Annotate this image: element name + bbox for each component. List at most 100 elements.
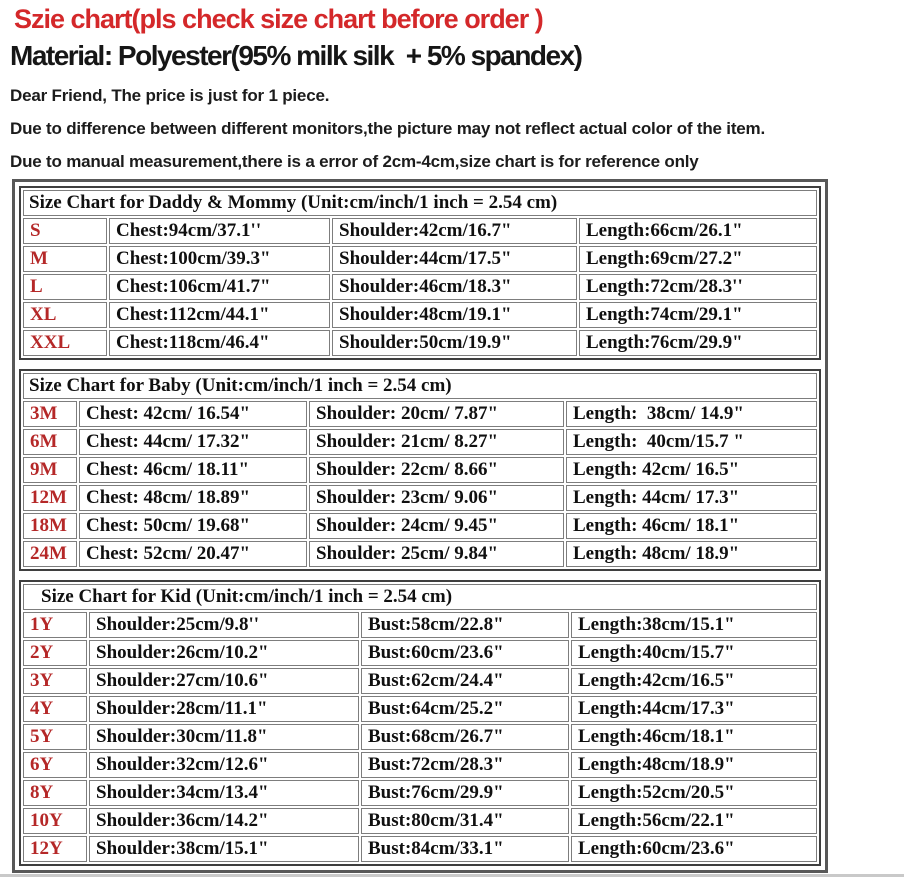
note-price: Dear Friend, The price is just for 1 pie…: [10, 86, 330, 105]
size-label: 6M: [23, 429, 77, 455]
table-row: XL Chest:112cm/44.1" Shoulder:48cm/19.1" Le…: [23, 302, 817, 328]
size-label: 9M: [23, 457, 77, 483]
measurement-cell: Bust:80cm/31.4": [361, 808, 569, 834]
measurement-cell: Bust:62cm/24.4": [361, 668, 569, 694]
measurement-cell: Chest:106cm/41.7": [109, 274, 330, 300]
measurement-cell: Chest: 48cm/ 18.89": [79, 485, 307, 511]
table-row: 6Y Shoulder:32cm/12.6" Bust:72cm/28.3" Leng…: [23, 752, 817, 778]
measurement-cell: Length:52cm/20.5": [571, 780, 817, 806]
size-label: 5Y: [23, 724, 87, 750]
measurement-cell: Shoulder:46cm/18.3": [332, 274, 577, 300]
measurement-cell: Shoulder: 22cm/ 8.66": [309, 457, 564, 483]
measurement-cell: Shoulder:26cm/10.2": [89, 640, 359, 666]
size-label: 4Y: [23, 696, 87, 722]
measurement-cell: Bust:76cm/29.9": [361, 780, 569, 806]
measurement-cell: Length: 46cm/ 18.1": [566, 513, 817, 539]
measurement-cell: Shoulder:48cm/19.1": [332, 302, 577, 328]
table-row: XXL Chest:118cm/46.4" Shoulder:50cm/19.9" L…: [23, 330, 817, 356]
measurement-cell: Shoulder:25cm/9.8'': [89, 612, 359, 638]
measurement-cell: Length:42cm/16.5": [571, 668, 817, 694]
size-table-kid: Size Chart for Kid (Unit:cm/inch/1 inch …: [19, 580, 821, 866]
measurement-cell: Shoulder:34cm/13.4": [89, 780, 359, 806]
size-label: 2Y: [23, 640, 87, 666]
measurement-cell: Chest: 50cm/ 19.68": [79, 513, 307, 539]
measurement-cell: Chest: 44cm/ 17.32": [79, 429, 307, 455]
size-label: 3Y: [23, 668, 87, 694]
size-label: 8Y: [23, 780, 87, 806]
size-label: 12Y: [23, 836, 87, 862]
measurement-cell: Bust:60cm/23.6": [361, 640, 569, 666]
table-row: 5Y Shoulder:30cm/11.8" Bust:68cm/26.7" Leng…: [23, 724, 817, 750]
table-row: 4Y Shoulder:28cm/11.1" Bust:64cm/25.2" Leng…: [23, 696, 817, 722]
measurement-cell: Shoulder:30cm/11.8": [89, 724, 359, 750]
measurement-cell: Shoulder:27cm/10.6": [89, 668, 359, 694]
size-label: XXL: [23, 330, 107, 356]
measurement-cell: Shoulder:42cm/16.7": [332, 218, 577, 244]
measurement-cell: Chest:94cm/37.1'': [109, 218, 330, 244]
size-label: S: [23, 218, 107, 244]
table-row: 10Y Shoulder:36cm/14.2" Bust:80cm/31.4" Len…: [23, 808, 817, 834]
measurement-cell: Length: 38cm/ 14.9": [566, 401, 817, 427]
size-table-baby: Size Chart for Baby (Unit:cm/inch/1 inch…: [19, 369, 821, 571]
measurement-cell: Length:74cm/29.1": [579, 302, 817, 328]
table-row: 3Y Shoulder:27cm/10.6" Bust:62cm/24.4" Leng…: [23, 668, 817, 694]
note-measurement: Due to manual measurement,there is a err…: [10, 152, 699, 171]
table-title: Size Chart for Daddy & Mommy (Unit:cm/in…: [23, 190, 817, 216]
measurement-cell: Shoulder: 24cm/ 9.45": [309, 513, 564, 539]
table-header-row: Size Chart for Baby (Unit:cm/inch/1 inch…: [23, 373, 817, 399]
measurement-cell: Bust:68cm/26.7": [361, 724, 569, 750]
measurement-cell: Length:44cm/17.3": [571, 696, 817, 722]
size-label: M: [23, 246, 107, 272]
size-label: 1Y: [23, 612, 87, 638]
table-row: 1Y Shoulder:25cm/9.8'' Bust:58cm/22.8" Leng…: [23, 612, 817, 638]
measurement-cell: Chest:118cm/46.4": [109, 330, 330, 356]
bottom-edge-strip: [0, 874, 904, 877]
measurement-cell: Length:48cm/18.9": [571, 752, 817, 778]
measurement-cell: Shoulder:28cm/11.1": [89, 696, 359, 722]
table-row: 12Y Shoulder:38cm/15.1" Bust:84cm/33.1" Len…: [23, 836, 817, 862]
table-row: 24M Chest: 52cm/ 20.47" Shoulder: 25cm/ 9.…: [23, 541, 817, 567]
measurement-cell: Shoulder:38cm/15.1": [89, 836, 359, 862]
measurement-cell: Shoulder:50cm/19.9": [332, 330, 577, 356]
table-row: 2Y Shoulder:26cm/10.2" Bust:60cm/23.6" Leng…: [23, 640, 817, 666]
measurement-cell: Chest: 52cm/ 20.47": [79, 541, 307, 567]
table-header-row: Size Chart for Kid (Unit:cm/inch/1 inch …: [23, 584, 817, 610]
size-label: 3M: [23, 401, 77, 427]
measurement-cell: Length:72cm/28.3'': [579, 274, 817, 300]
measurement-cell: Length: 42cm/ 16.5": [566, 457, 817, 483]
table-title: Size Chart for Kid (Unit:cm/inch/1 inch …: [23, 584, 817, 610]
table-row: 3M Chest: 42cm/ 16.54" Shoulder: 20cm/ 7.8…: [23, 401, 817, 427]
size-label: 10Y: [23, 808, 87, 834]
table-row: 9M Chest: 46cm/ 18.11" Shoulder: 22cm/ 8.6…: [23, 457, 817, 483]
measurement-cell: Chest: 42cm/ 16.54": [79, 401, 307, 427]
table-header-row: Size Chart for Daddy & Mommy (Unit:cm/in…: [23, 190, 817, 216]
measurement-cell: Length: 40cm/15.7 ": [566, 429, 817, 455]
table-row: S Chest:94cm/37.1'' Shoulder:42cm/16.7" Len…: [23, 218, 817, 244]
measurement-cell: Bust:58cm/22.8": [361, 612, 569, 638]
measurement-cell: Length: 48cm/ 18.9": [566, 541, 817, 567]
table-row: 8Y Shoulder:34cm/13.4" Bust:76cm/29.9" Leng…: [23, 780, 817, 806]
measurement-cell: Length:60cm/23.6": [571, 836, 817, 862]
material-line: Material: Polyester(95% milk silk + 5% s…: [10, 40, 583, 71]
measurement-cell: Shoulder: 25cm/ 9.84": [309, 541, 564, 567]
measurement-cell: Bust:84cm/33.1": [361, 836, 569, 862]
measurement-cell: Length:56cm/22.1": [571, 808, 817, 834]
measurement-cell: Shoulder:44cm/17.5": [332, 246, 577, 272]
measurement-cell: Length: 44cm/ 17.3": [566, 485, 817, 511]
size-label: 6Y: [23, 752, 87, 778]
measurement-cell: Chest:112cm/44.1": [109, 302, 330, 328]
table-row: 18M Chest: 50cm/ 19.68" Shoulder: 24cm/ 9.…: [23, 513, 817, 539]
measurement-cell: Shoulder: 20cm/ 7.87": [309, 401, 564, 427]
measurement-cell: Length:69cm/27.2": [579, 246, 817, 272]
measurement-cell: Bust:72cm/28.3": [361, 752, 569, 778]
table-row: 6M Chest: 44cm/ 17.32" Shoulder: 21cm/ 8.2…: [23, 429, 817, 455]
table-title: Size Chart for Baby (Unit:cm/inch/1 inch…: [23, 373, 817, 399]
measurement-cell: Shoulder:36cm/14.2": [89, 808, 359, 834]
table-row: 12M Chest: 48cm/ 18.89" Shoulder: 23cm/ 9.…: [23, 485, 817, 511]
measurement-cell: Length:40cm/15.7": [571, 640, 817, 666]
measurement-cell: Shoulder: 21cm/ 8.27": [309, 429, 564, 455]
size-table-adult: Size Chart for Daddy & Mommy (Unit:cm/in…: [19, 186, 821, 360]
measurement-cell: Shoulder: 23cm/ 9.06": [309, 485, 564, 511]
size-label: 12M: [23, 485, 77, 511]
measurement-cell: Bust:64cm/25.2": [361, 696, 569, 722]
